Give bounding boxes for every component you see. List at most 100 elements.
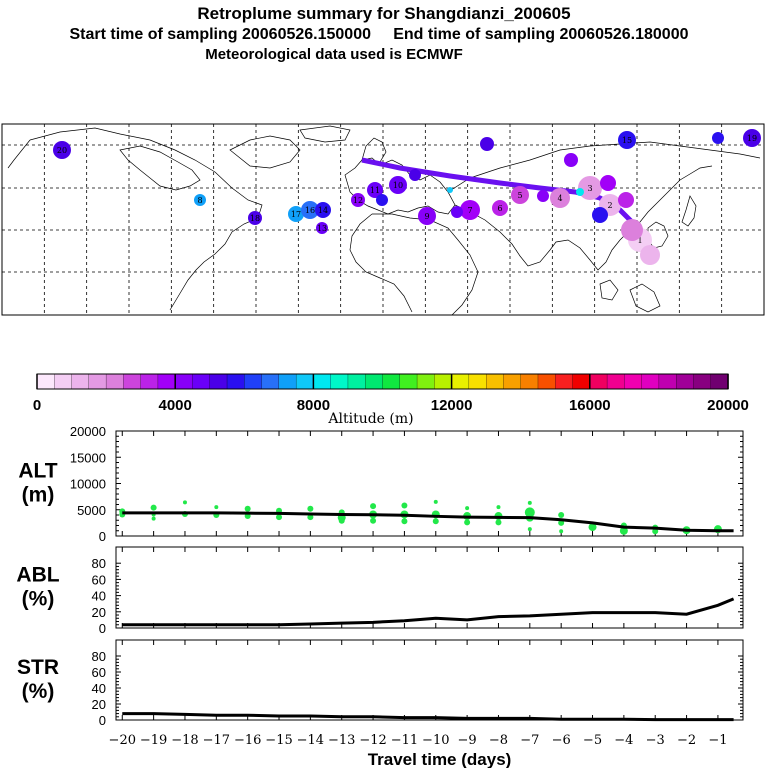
y-tick-label: 5000 xyxy=(77,503,106,518)
colorbar-cell xyxy=(347,373,366,390)
colorbar-cell xyxy=(175,373,194,390)
x-tick-label: −11 xyxy=(391,733,418,748)
plume-marker-label: 7 xyxy=(467,206,472,215)
panel-ylabel-line1: ALT xyxy=(18,460,57,483)
sampling-end-label: End time of sampling 20060526.180000 xyxy=(393,26,689,43)
plume-marker-label: 3 xyxy=(587,184,592,193)
y-tick-label: 0 xyxy=(99,529,106,544)
colorbar-cell xyxy=(382,373,401,390)
colorbar-tick-label: 16000 xyxy=(569,397,611,414)
plume-marker-18 xyxy=(248,211,262,225)
colorbar-cell xyxy=(710,373,729,390)
plume-marker-label: 6 xyxy=(497,204,502,213)
x-tick-label: −12 xyxy=(359,733,386,748)
colorbar-cell xyxy=(313,373,332,390)
altitude-scatter-point xyxy=(401,502,408,509)
altitude-scatter-point xyxy=(495,519,502,526)
colorbar-cell xyxy=(157,373,176,390)
time-series-panels: 05000100001500020000ALT(m)020406080ABL(%… xyxy=(16,424,744,768)
colorbar-tick-label: 12000 xyxy=(431,397,473,414)
colorbar-cell xyxy=(589,373,608,390)
plume-marker-10 xyxy=(389,176,407,194)
plume-marker-label: 11 xyxy=(370,186,380,195)
x-tick-label: −19 xyxy=(140,733,167,748)
colorbar-cell xyxy=(451,373,470,390)
x-tick-label: −10 xyxy=(422,733,449,748)
y-tick-label: 20 xyxy=(92,605,106,620)
panel-frame xyxy=(115,639,744,721)
y-tick-label: 40 xyxy=(92,681,106,696)
x-tick-label: −4 xyxy=(614,733,633,748)
panel-ylabel-line2: (m) xyxy=(22,484,55,507)
y-tick-label: 0 xyxy=(99,713,106,728)
colorbar-cell xyxy=(330,373,349,390)
plume-dot xyxy=(537,190,549,202)
colorbar-cell xyxy=(624,373,643,390)
plume-marker-label: 17 xyxy=(291,210,301,219)
colorbar-cell xyxy=(140,373,159,390)
altitude-scatter-point xyxy=(652,528,659,535)
altitude-scatter-point xyxy=(370,517,377,524)
plume-dot xyxy=(621,219,643,241)
plume-marker-11 xyxy=(367,182,383,198)
altitude-scatter-point xyxy=(401,518,408,525)
altitude-scatter-point xyxy=(619,526,628,535)
x-tick-label: −1 xyxy=(708,733,727,748)
map-panel: 20 15 19 8 18 17 16 14 13 12 11 10 9 7 6 5 4 3 2 1 xyxy=(1,123,765,316)
x-tick-label: −20 xyxy=(109,733,136,748)
panel-frame xyxy=(115,546,744,629)
colorbar-cell xyxy=(416,373,435,390)
panel-ylabel-line2: (%) xyxy=(22,680,55,703)
plume-marker-12 xyxy=(351,193,365,207)
x-tick-label: −6 xyxy=(552,733,571,748)
chart-title: Retroplume summary for Shangdianzi_20060… xyxy=(197,4,571,23)
plume-marker-label: 14 xyxy=(318,206,328,215)
altitude-scatter-point xyxy=(151,516,156,521)
x-tick-label: −2 xyxy=(677,733,696,748)
colorbar-cell xyxy=(295,373,315,390)
altitude-scatter-point xyxy=(559,529,564,534)
colorbar-label: Altitude (m) xyxy=(327,411,413,427)
x-tick-label: −13 xyxy=(328,733,355,748)
y-tick-label: 10000 xyxy=(70,477,106,492)
colorbar-cell xyxy=(537,373,556,390)
altitude-scatter-point xyxy=(244,505,251,512)
plume-marker-label: 5 xyxy=(517,191,522,200)
colorbar-cell xyxy=(399,373,418,390)
y-tick-label: 20 xyxy=(92,697,106,712)
altitude-scatter-point xyxy=(527,500,532,505)
plume-marker-label: 10 xyxy=(393,181,403,190)
plume-marker-15 xyxy=(618,131,636,149)
colorbar-cell xyxy=(209,373,228,390)
plume-marker-label: 1 xyxy=(637,236,642,245)
plume-dot xyxy=(712,132,724,144)
altitude-scatter-point xyxy=(338,517,345,524)
plume-marker-4 xyxy=(550,188,570,208)
plume-marker-17 xyxy=(288,206,304,222)
colorbar-cell xyxy=(105,373,125,390)
colorbar-tick-labels: 0 4000 8000 12000 16000 20000 xyxy=(33,374,749,414)
x-tick-label: −17 xyxy=(203,733,230,748)
colorbar-cell xyxy=(88,373,107,390)
plume-marker-8 xyxy=(194,194,206,206)
colorbar-cell xyxy=(365,373,384,390)
panel-alt: 0 5000 10000 15000 20000 ALT(m) xyxy=(18,424,744,544)
altitude-scatter-point xyxy=(465,506,470,511)
y-tick-label: 0 xyxy=(99,621,106,636)
plume-dot xyxy=(618,192,634,208)
colorbar-tick-label: 0 xyxy=(33,397,41,414)
panel-frame xyxy=(115,430,744,537)
colorbar-cell xyxy=(434,373,453,390)
plume-markers: 20 15 19 8 18 17 16 14 13 12 11 10 9 7 6 5 4 3 2 1 xyxy=(53,129,761,265)
y-tick-label: 60 xyxy=(92,665,106,680)
plume-marker-label: 19 xyxy=(747,134,757,143)
colorbar-cell xyxy=(693,373,712,390)
plume-marker-7 xyxy=(460,200,480,220)
plume-marker-label: 2 xyxy=(607,201,612,210)
plume-marker-9 xyxy=(418,207,436,225)
plume-dot xyxy=(376,194,388,206)
x-tick-label: −3 xyxy=(646,733,665,748)
altitude-scatter-point xyxy=(307,505,314,512)
